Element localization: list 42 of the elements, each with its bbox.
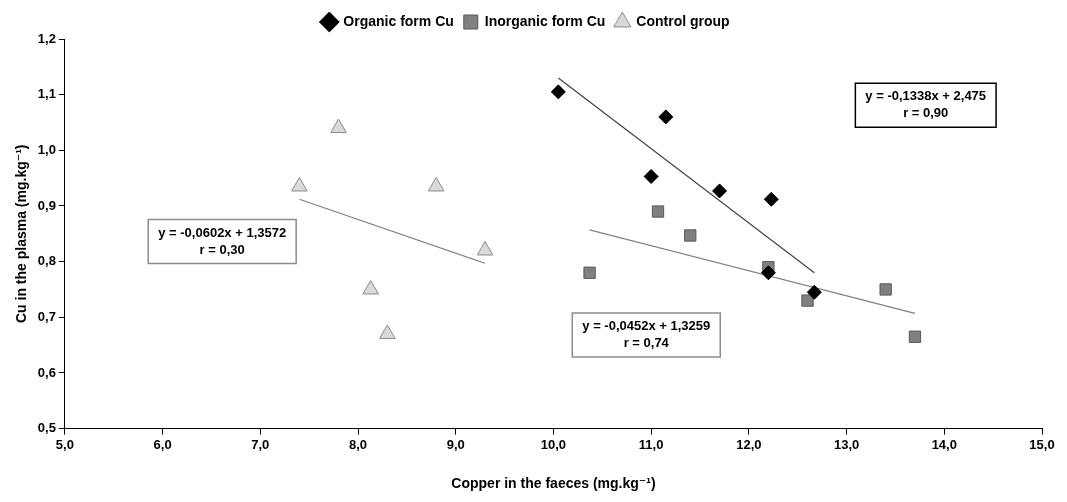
- legend-label: Organic form Cu: [343, 12, 454, 29]
- annotation: y = -0,0602x + 1,3572 r = 0,30: [158, 224, 287, 257]
- x-tick-label: 10,0: [540, 436, 567, 452]
- x-tick-label: 12,0: [736, 436, 762, 452]
- x-axis-title: Copper in the faeces (mg.kg⁻¹): [451, 475, 656, 492]
- x-tick-label: 14,0: [931, 436, 957, 452]
- y-tick-label: 0,5: [37, 420, 56, 436]
- annotation: y = -0,1338x + 2,475 r = 0,90: [865, 88, 987, 121]
- point: [908, 330, 922, 343]
- x-tick-label: 5,0: [55, 436, 74, 452]
- legend-label: Inorganic form Cu: [484, 12, 606, 29]
- x-tick-label: 11,0: [638, 436, 664, 452]
- x-tick-label: 8,0: [348, 436, 368, 452]
- point: [712, 183, 728, 199]
- point: [658, 109, 674, 125]
- y-tick-label: 0,7: [37, 308, 56, 324]
- y-tick-label: 0,8: [37, 253, 56, 269]
- point: [763, 191, 779, 207]
- x-tick-label: 7,0: [251, 436, 270, 452]
- y-tick-label: 1,2: [37, 30, 56, 46]
- legend-label: Control group: [636, 12, 730, 29]
- point: [684, 229, 697, 242]
- y-tick-label: 1,0: [37, 141, 56, 157]
- point: [583, 266, 596, 279]
- y-tick-label: 0,6: [37, 364, 56, 380]
- x-tick-label: 6,0: [153, 436, 172, 452]
- point: [760, 265, 776, 281]
- x-tick-label: 15,0: [1029, 436, 1055, 452]
- point: [550, 84, 566, 100]
- annotation: y = -0,0452x + 1,3259 r = 0,74: [582, 318, 711, 351]
- point: [330, 118, 347, 134]
- point: [476, 241, 494, 256]
- y-tick-label: 1,1: [37, 86, 56, 102]
- point: [801, 294, 814, 307]
- y-axis-title: Cu in the plasma (mg.kg⁻¹): [13, 144, 30, 324]
- point: [879, 283, 892, 296]
- point: [806, 284, 822, 300]
- point: [651, 205, 665, 218]
- x-tick-label: 9,0: [446, 436, 465, 452]
- point: [643, 168, 659, 184]
- x-tick-label: 13,0: [833, 436, 860, 452]
- y-tick-label: 0,9: [37, 197, 56, 213]
